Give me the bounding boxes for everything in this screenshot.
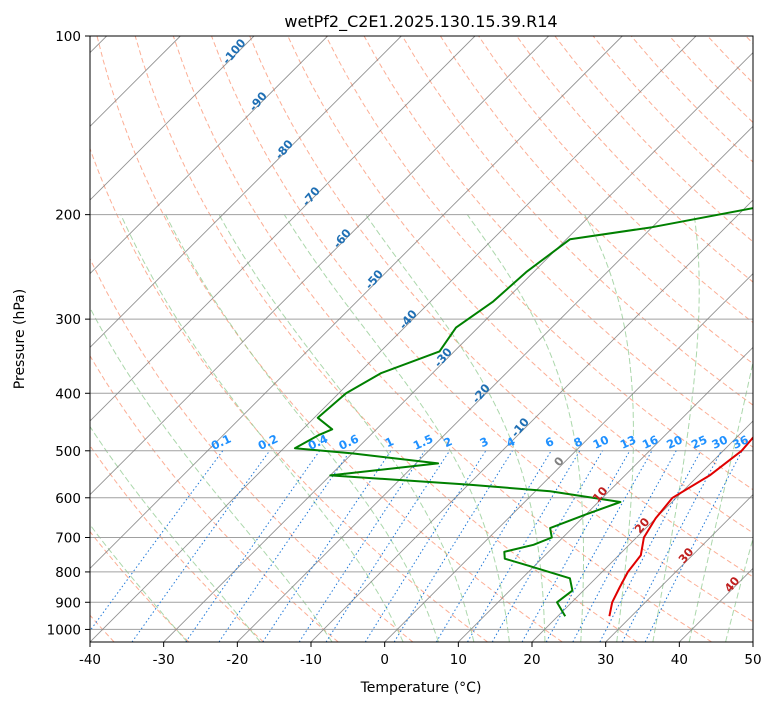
x-tick-label: -40 [79,652,101,668]
y-tick-label: 1000 [47,622,81,638]
x-tick-label: -30 [153,652,175,668]
x-tick-label: 50 [744,652,761,668]
y-tick-label: 100 [55,29,81,45]
x-tick-label: 30 [597,652,614,668]
y-tick-label: 700 [55,531,81,547]
x-tick-label: -10 [300,652,322,668]
x-tick-label: 40 [671,652,688,668]
x-tick-label: 0 [380,652,389,668]
y-axis-label: Pressure (hPa) [12,289,28,389]
y-tick-label: 900 [55,595,81,611]
y-tick-label: 200 [55,208,81,224]
y-tick-label: 500 [55,444,81,460]
x-tick-label: 10 [450,652,467,668]
x-tick-label: 20 [523,652,540,668]
y-tick-label: 600 [55,491,81,507]
chart-title: wetPf2_C2E1.2025.130.15.39.R14 [284,12,557,32]
y-tick-label: 300 [55,312,81,328]
x-axis-label: Temperature (°C) [360,680,482,696]
x-tick-label: -20 [226,652,248,668]
y-tick-label: 800 [55,565,81,581]
y-tick-label: 400 [55,386,81,402]
